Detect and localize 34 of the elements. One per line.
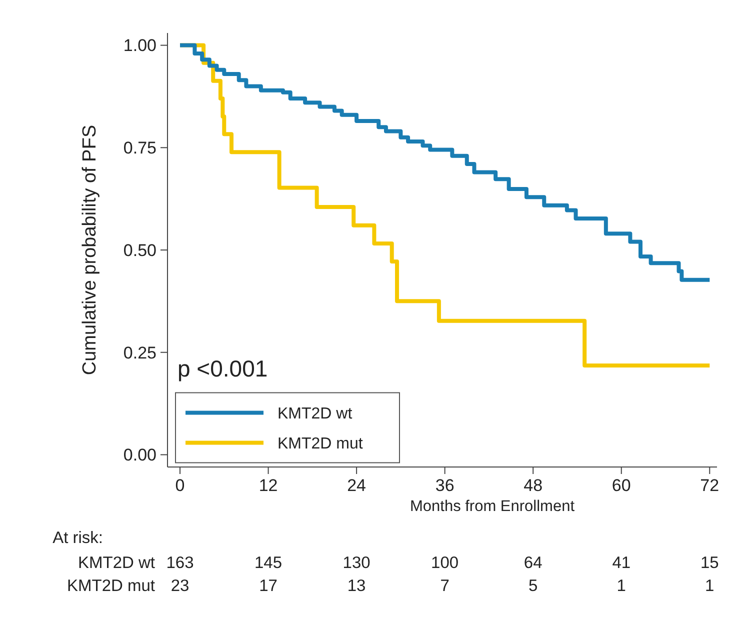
y-tick-label: 0.75 [123,138,156,158]
text: At risk: [52,529,103,547]
x-tick-label: 48 [524,476,543,495]
text: 17 [259,577,278,595]
text: KMT2D mut [66,577,156,595]
y-tick-label: 0.50 [123,240,156,260]
text: 1 [705,577,714,595]
text: 41 [612,554,631,572]
text: 130 [342,554,370,572]
text: 5 [528,577,538,595]
legend-label: KMT2D wt [278,405,353,422]
y-tick-label: 0.25 [123,343,156,362]
text: 163 [166,554,194,572]
x-tick-label: 0 [175,476,185,495]
text: 7 [440,577,450,595]
x-tick-label: 24 [347,476,366,495]
x-tick-label: 36 [435,476,454,495]
x-tick-label: 60 [612,476,631,495]
legend-label: KMT2D mut [278,435,364,452]
annotation: p <0.001 [178,355,268,382]
x-axis-title: Months from Enrollment [410,498,576,515]
text: 23 [170,577,190,595]
text: 15 [700,554,719,572]
y-tick-label: 0.00 [123,446,156,465]
text: 100 [431,554,459,572]
text: 64 [524,554,542,572]
text: 1 [616,577,626,595]
x-tick-label: 72 [700,476,720,495]
x-tick-label: 12 [258,476,278,495]
text: KMT2D wt [78,554,156,572]
y-axis-title: Cumulative probability of PFS [80,124,100,376]
text: 145 [254,554,282,572]
text: 13 [347,577,366,595]
y-tick-label: 1.00 [123,36,156,56]
